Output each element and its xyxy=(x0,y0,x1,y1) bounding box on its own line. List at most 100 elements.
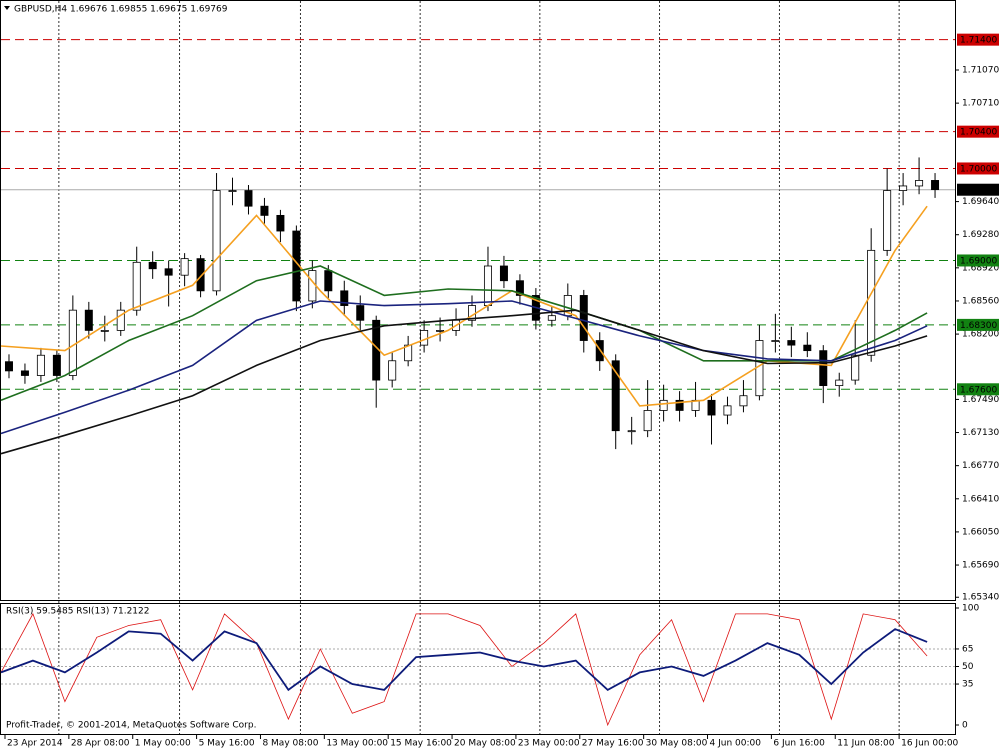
candle-body xyxy=(164,268,173,276)
main-pane xyxy=(0,0,956,601)
y-tick-label: 1.71070 xyxy=(962,66,999,76)
y-tick-label: 100 xyxy=(962,604,979,614)
candle-body xyxy=(212,190,221,292)
y-tick-label: 1.70710 xyxy=(962,99,999,109)
candle-body xyxy=(835,379,844,387)
candle-body xyxy=(148,261,157,270)
candle-body xyxy=(68,309,77,376)
y-tick-label: 65 xyxy=(962,644,973,654)
moving-average xyxy=(0,300,928,435)
candle-body xyxy=(276,214,285,232)
rsi-pane xyxy=(0,603,956,735)
y-tick-label: 35 xyxy=(962,680,973,690)
candle-body xyxy=(579,295,588,341)
level-label-box xyxy=(957,318,999,331)
candle-body xyxy=(739,395,748,407)
candle-body xyxy=(4,361,13,372)
moving-average xyxy=(0,309,928,455)
level-label-box xyxy=(957,125,999,138)
y-tick-label: 1.69280 xyxy=(962,230,999,240)
candle-body xyxy=(771,340,780,342)
x-tick-label: 20 May 08:00 xyxy=(454,739,516,749)
candle-body xyxy=(308,270,317,302)
level-label-box xyxy=(957,162,999,175)
x-tick-label: 5 May 16:00 xyxy=(199,739,255,749)
y-tick-label: 1.66770 xyxy=(962,461,999,471)
candle-body xyxy=(180,258,189,276)
candle-body xyxy=(723,405,732,416)
candle-body xyxy=(883,190,892,251)
candle-body xyxy=(228,190,237,192)
level-label: 1.70000 xyxy=(960,164,997,174)
y-tick-label: 1.68200 xyxy=(962,330,999,340)
candle-body xyxy=(627,430,636,433)
candle-body xyxy=(931,180,940,191)
x-tick-label: 23 May 00:00 xyxy=(518,739,580,749)
level-label: 1.68300 xyxy=(960,321,997,331)
last-price-label: 1.69769 xyxy=(960,186,997,196)
candle-body xyxy=(420,330,429,346)
candle-body xyxy=(260,205,269,216)
x-tick-label: 13 May 00:00 xyxy=(326,739,388,749)
y-tick-label: 1.66050 xyxy=(962,527,999,537)
candle-body xyxy=(84,309,93,331)
candle-body xyxy=(867,249,876,356)
candle-body xyxy=(116,309,125,331)
candle-body xyxy=(196,258,205,292)
x-tick-label: 27 May 16:00 xyxy=(582,739,644,749)
candle-body xyxy=(515,280,524,296)
candle-body xyxy=(915,180,924,187)
candle-body xyxy=(707,399,716,416)
x-tick-label: 15 May 16:00 xyxy=(390,739,452,749)
y-tick-label: 1.66410 xyxy=(962,494,999,504)
candle-body xyxy=(436,330,445,332)
x-tick-label: 6 Jun 16:00 xyxy=(773,739,825,749)
candle-body xyxy=(132,261,141,311)
candle-body xyxy=(483,265,492,306)
level-label-box xyxy=(957,254,999,267)
candle-body xyxy=(100,330,109,332)
menu-arrow[interactable] xyxy=(4,6,10,10)
moving-average xyxy=(0,265,928,402)
candle-body xyxy=(787,340,796,346)
candle-body xyxy=(36,354,45,376)
y-tick-label: 50 xyxy=(962,662,974,672)
rsi-line xyxy=(0,628,928,692)
candle-body xyxy=(851,354,860,381)
rsi-title: RSI(3) 59.5485 RSI(13) 71.2122 xyxy=(6,607,149,617)
x-tick-label: 4 Jun 00:00 xyxy=(710,739,762,749)
y-tick-label: 1.68560 xyxy=(962,296,999,306)
y-tick-label: 1.69640 xyxy=(962,197,999,207)
level-label-box xyxy=(957,33,999,46)
rsi-line xyxy=(0,612,928,727)
candle-body xyxy=(547,315,556,321)
x-tick-label: 1 May 00:00 xyxy=(135,739,191,749)
y-tick-label: 1.65340 xyxy=(962,593,999,603)
candle-body xyxy=(340,290,349,306)
level-label: 1.71400 xyxy=(960,36,997,46)
chart-title: GBPUSD,H4 1.69676 1.69855 1.69675 1.6976… xyxy=(14,5,228,15)
x-tick-label: 30 May 08:00 xyxy=(646,739,708,749)
candle-body xyxy=(611,360,620,432)
candle-body xyxy=(819,350,828,387)
x-tick-label: 23 Apr 2014 xyxy=(7,739,63,749)
x-tick-label: 8 May 08:00 xyxy=(262,739,318,749)
x-tick-label: 11 Jun 08:00 xyxy=(837,739,894,749)
x-tick-label: 28 Apr 08:00 xyxy=(71,739,130,749)
last-price-box xyxy=(957,183,999,196)
candle-body xyxy=(675,399,684,411)
level-label-box xyxy=(957,383,999,396)
y-tick-label: 1.67490 xyxy=(962,395,999,405)
candle-body xyxy=(803,344,812,352)
candle-body xyxy=(659,399,668,411)
candle-body xyxy=(244,190,253,207)
candle-body xyxy=(388,360,397,381)
y-tick-label: 1.65690 xyxy=(962,561,999,571)
candle-body xyxy=(499,265,508,282)
candle-body xyxy=(52,354,61,376)
y-tick-label: 0 xyxy=(962,721,968,731)
level-label: 1.67600 xyxy=(960,385,997,395)
y-tick-label: 1.67130 xyxy=(962,428,999,438)
candle-body xyxy=(899,185,908,191)
level-label: 1.70400 xyxy=(960,128,997,138)
